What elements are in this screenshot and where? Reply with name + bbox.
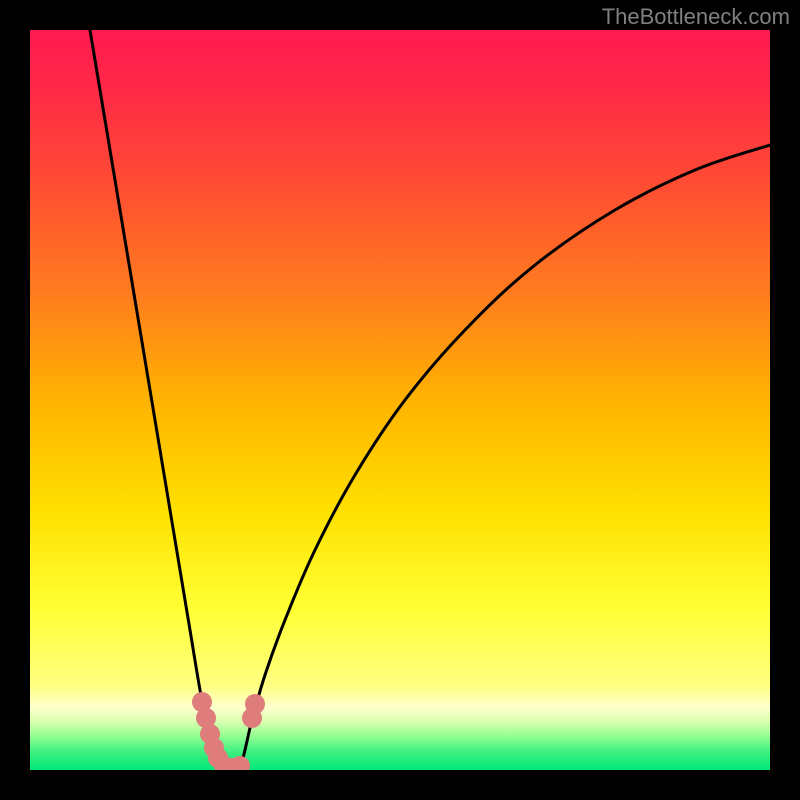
gradient-background [30,30,770,770]
marker-dot [245,694,265,714]
watermark-text: TheBottleneck.com [602,4,790,30]
chart-svg [30,30,770,770]
plot-area [30,30,770,770]
